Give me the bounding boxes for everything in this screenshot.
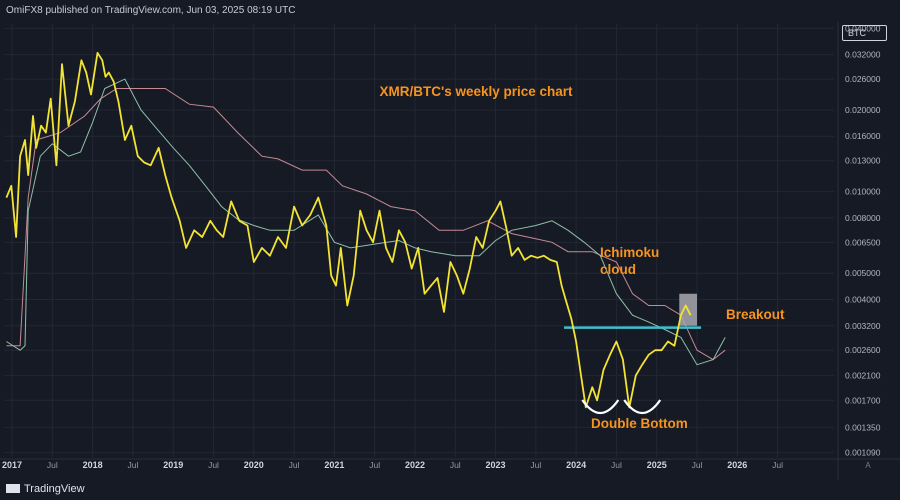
symbol-badge[interactable]: BTC <box>842 25 887 41</box>
price-chart[interactable]: XMR/BTC's weekly price chart Ichimoku clou… <box>0 22 900 480</box>
x-tick-label: 2018 <box>83 460 103 470</box>
tradingview-logo-text: TradingView <box>24 483 85 495</box>
x-tick-label: 2022 <box>405 460 425 470</box>
x-tick-label: 2021 <box>324 460 344 470</box>
chart-title: XMR/BTC's weekly price chart <box>379 84 573 99</box>
y-tick-label: 0.032000 <box>845 50 881 60</box>
x-tick-label: 2024 <box>566 460 586 470</box>
tradingview-logo[interactable]: TradingView <box>6 483 85 495</box>
chart-area[interactable]: XMR/BTC's weekly price chart Ichimoku clou… <box>0 22 900 480</box>
y-axis: 0.040000 0.032000 0.026000 0.020000 0.016000… <box>837 22 881 480</box>
y-tick-label: 0.016000 <box>845 131 881 141</box>
y-tick-label: 0.013000 <box>845 156 881 166</box>
y-tick-label: 0.002100 <box>845 370 881 380</box>
tradingview-logo-icon <box>6 484 20 493</box>
annotation-double-bottom: Double Bottom <box>591 416 688 431</box>
price-line <box>5 51 692 409</box>
x-tick-label: 2017 <box>2 460 22 470</box>
x-tick-label: 2023 <box>486 460 506 470</box>
x-tick-label: 2026 <box>727 460 747 470</box>
x-tick-label: Jul <box>530 460 541 470</box>
x-tick-label: Jul <box>692 460 703 470</box>
x-tick-label: Jul <box>47 460 58 470</box>
y-tick-label: 0.026000 <box>845 74 881 84</box>
y-tick-label: 0.004000 <box>845 294 881 304</box>
x-tick-label: 2019 <box>163 460 183 470</box>
y-tick-label: 0.002600 <box>845 345 881 355</box>
top-bar: OmiFX8 published on TradingView.com, Jun… <box>0 0 900 22</box>
bottom-arc <box>623 399 662 415</box>
y-tick-label: 0.008000 <box>845 213 881 223</box>
x-tick-label: Jul <box>772 460 783 470</box>
cloud-line-a <box>6 78 726 366</box>
y-tick-label: 0.005000 <box>845 268 881 278</box>
annotations: XMR/BTC's weekly price chart Ichimoku clou… <box>379 84 785 431</box>
x-axis: 2017 Jul 2018 Jul 2019 Jul 2020 Jul 2021 Jul 2022 J… <box>0 458 900 470</box>
chart-overlays <box>564 293 702 329</box>
x-tick-label: Jul <box>369 460 380 470</box>
annotation-ichimoku-cloud: Ichimoku <box>600 245 659 260</box>
auto-scale-button[interactable]: A <box>865 461 871 470</box>
y-tick-label: 0.001350 <box>845 422 881 432</box>
annotation-ichimoku-cloud: cloud <box>600 262 636 277</box>
price-series <box>5 51 692 409</box>
y-tick-label: 0.010000 <box>845 187 881 197</box>
x-tick-label: 2025 <box>647 460 667 470</box>
cloud-line-b <box>6 88 726 361</box>
bottom-bar: TradingView <box>0 480 900 500</box>
y-tick-label: 0.001090 <box>845 448 881 458</box>
x-tick-label: Jul <box>289 460 300 470</box>
y-tick-label: 0.020000 <box>845 105 881 115</box>
y-tick-label: 0.040000 <box>845 23 881 33</box>
x-tick-label: Jul <box>127 460 138 470</box>
ichimoku-cloud-lines <box>6 78 726 366</box>
publisher-info: OmiFX8 published on TradingView.com, Jun… <box>6 5 296 16</box>
bottom-arc <box>581 399 620 415</box>
y-tick-label: 0.003200 <box>845 321 881 331</box>
x-tick-label: 2020 <box>244 460 264 470</box>
y-tick-label: 0.001700 <box>845 395 881 405</box>
x-tick-label: Jul <box>208 460 219 470</box>
x-tick-label: Jul <box>450 460 461 470</box>
annotation-breakout: Breakout <box>726 307 785 322</box>
y-tick-label: 0.006500 <box>845 237 881 247</box>
x-tick-label: Jul <box>611 460 622 470</box>
